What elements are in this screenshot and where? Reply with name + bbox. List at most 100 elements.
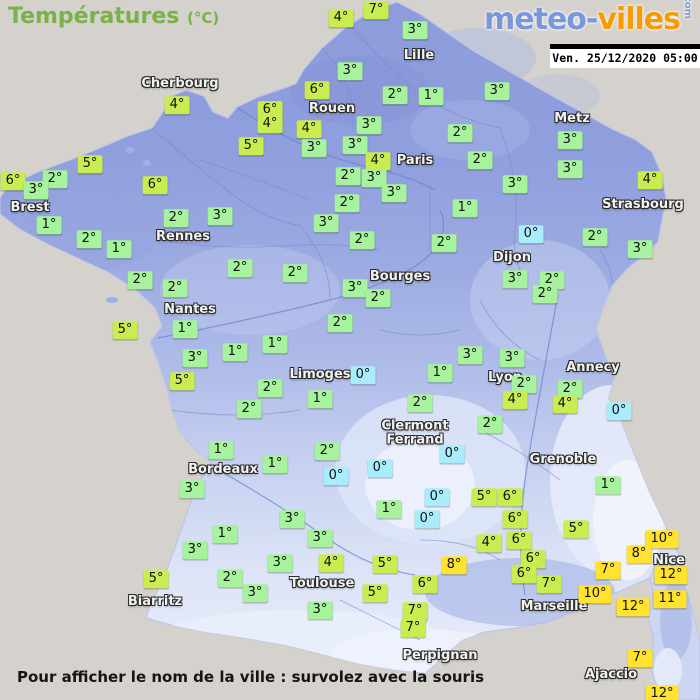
- temp-label[interactable]: 2°: [532, 285, 558, 303]
- temp-label[interactable]: 6°: [497, 488, 523, 506]
- temp-label[interactable]: 1°: [595, 476, 621, 494]
- temp-label[interactable]: 2°: [511, 375, 537, 393]
- temp-label[interactable]: 0°: [518, 225, 544, 243]
- temp-label[interactable]: 6°: [506, 531, 532, 549]
- temp-label[interactable]: 0°: [350, 366, 376, 384]
- temp-label[interactable]: 3°: [337, 62, 363, 80]
- temp-label[interactable]: 4°: [502, 391, 528, 409]
- temp-label[interactable]: 7°: [400, 619, 426, 637]
- temp-label[interactable]: 5°: [471, 488, 497, 506]
- temp-label[interactable]: 6°: [502, 510, 528, 528]
- temp-label[interactable]: 2°: [407, 394, 433, 412]
- temp-label[interactable]: 2°: [467, 151, 493, 169]
- temp-label[interactable]: 7°: [402, 602, 428, 620]
- temp-label[interactable]: 8°: [626, 545, 652, 563]
- temp-label[interactable]: 0°: [439, 445, 465, 463]
- temp-label[interactable]: 2°: [217, 569, 243, 587]
- temp-label[interactable]: 3°: [267, 554, 293, 572]
- temp-label[interactable]: 4°: [164, 96, 190, 114]
- temp-label[interactable]: 3°: [342, 279, 368, 297]
- temp-label[interactable]: 10°: [578, 585, 612, 603]
- temp-label[interactable]: 1°: [36, 216, 62, 234]
- temp-label[interactable]: 1°: [418, 87, 444, 105]
- temp-label[interactable]: 2°: [282, 264, 308, 282]
- temp-label[interactable]: 4°: [257, 115, 283, 133]
- temp-label[interactable]: 3°: [182, 541, 208, 559]
- temp-label[interactable]: 1°: [172, 320, 198, 338]
- temp-label[interactable]: 4°: [552, 395, 578, 413]
- temp-label[interactable]: 2°: [314, 442, 340, 460]
- temp-label[interactable]: 2°: [447, 124, 473, 142]
- temp-label[interactable]: 2°: [349, 231, 375, 249]
- temp-label[interactable]: 12°: [645, 685, 679, 700]
- temp-label[interactable]: 2°: [76, 230, 102, 248]
- temp-label[interactable]: 2°: [327, 314, 353, 332]
- temp-label[interactable]: 3°: [182, 349, 208, 367]
- temp-label[interactable]: 3°: [242, 584, 268, 602]
- temp-label[interactable]: 2°: [365, 289, 391, 307]
- temp-label[interactable]: 2°: [162, 279, 188, 297]
- temp-label[interactable]: 3°: [307, 601, 333, 619]
- temp-label[interactable]: 1°: [262, 335, 288, 353]
- temp-label[interactable]: 2°: [257, 379, 283, 397]
- temp-label[interactable]: 12°: [616, 598, 650, 616]
- temp-label[interactable]: 4°: [296, 120, 322, 138]
- temp-label[interactable]: 2°: [431, 234, 457, 252]
- temp-label[interactable]: 0°: [424, 488, 450, 506]
- temp-label[interactable]: 3°: [457, 346, 483, 364]
- temp-label[interactable]: 5°: [372, 555, 398, 573]
- temp-label[interactable]: 2°: [582, 228, 608, 246]
- temp-label[interactable]: 2°: [163, 209, 189, 227]
- temp-label[interactable]: 1°: [376, 500, 402, 518]
- temp-label[interactable]: 6°: [520, 550, 546, 568]
- temp-label[interactable]: 5°: [563, 520, 589, 538]
- temp-label[interactable]: 11°: [653, 590, 687, 608]
- temp-label[interactable]: 1°: [208, 441, 234, 459]
- temp-label[interactable]: 2°: [127, 271, 153, 289]
- temp-label[interactable]: 2°: [227, 259, 253, 277]
- temp-label[interactable]: 3°: [279, 510, 305, 528]
- temp-label[interactable]: 6°: [142, 176, 168, 194]
- temp-label[interactable]: 3°: [342, 136, 368, 154]
- temp-label[interactable]: 1°: [452, 199, 478, 217]
- temp-label[interactable]: 6°: [304, 81, 330, 99]
- temp-label[interactable]: 2°: [477, 415, 503, 433]
- temp-label[interactable]: 3°: [557, 160, 583, 178]
- temp-label[interactable]: 5°: [112, 321, 138, 339]
- temp-label[interactable]: 2°: [539, 271, 565, 289]
- temp-label[interactable]: 4°: [637, 171, 663, 189]
- temp-label[interactable]: 6°: [257, 101, 283, 119]
- temp-label[interactable]: 6°: [0, 172, 26, 190]
- temp-label[interactable]: 3°: [23, 181, 49, 199]
- temp-label[interactable]: 1°: [222, 343, 248, 361]
- temp-label[interactable]: 3°: [502, 175, 528, 193]
- temp-label[interactable]: 0°: [606, 402, 632, 420]
- temp-label[interactable]: 7°: [595, 561, 621, 579]
- temp-label[interactable]: 3°: [499, 349, 525, 367]
- temp-label[interactable]: 3°: [627, 240, 653, 258]
- temp-label[interactable]: 1°: [212, 525, 238, 543]
- temp-label[interactable]: 3°: [557, 131, 583, 149]
- temp-label[interactable]: 2°: [557, 380, 583, 398]
- temp-label[interactable]: 0°: [414, 510, 440, 528]
- temp-label[interactable]: 4°: [318, 554, 344, 572]
- temp-label[interactable]: 3°: [502, 270, 528, 288]
- temp-label[interactable]: 5°: [169, 372, 195, 390]
- temp-label[interactable]: 1°: [106, 240, 132, 258]
- temp-label[interactable]: 3°: [207, 207, 233, 225]
- temp-label[interactable]: 2°: [42, 170, 68, 188]
- temp-label[interactable]: 3°: [361, 169, 387, 187]
- temp-label[interactable]: 1°: [262, 455, 288, 473]
- temp-label[interactable]: 12°: [654, 566, 688, 584]
- temp-label[interactable]: 2°: [382, 86, 408, 104]
- temp-label[interactable]: 6°: [511, 565, 537, 583]
- temp-label[interactable]: 7°: [363, 1, 389, 19]
- temp-label[interactable]: 2°: [335, 167, 361, 185]
- temp-label[interactable]: 3°: [301, 139, 327, 157]
- temp-label[interactable]: 7°: [627, 649, 653, 667]
- temp-label[interactable]: 4°: [365, 152, 391, 170]
- temp-label[interactable]: 3°: [307, 529, 333, 547]
- temp-label[interactable]: 0°: [367, 459, 393, 477]
- temp-label[interactable]: 2°: [334, 194, 360, 212]
- temp-label[interactable]: 3°: [313, 214, 339, 232]
